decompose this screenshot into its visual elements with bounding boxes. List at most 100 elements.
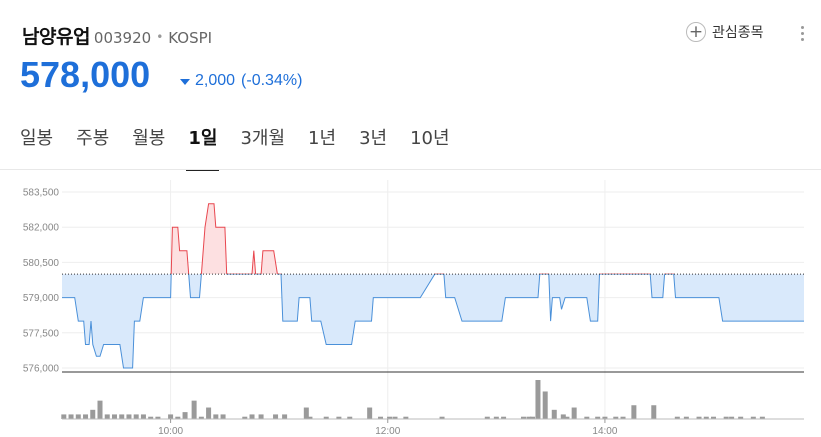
price-line-down: [62, 274, 804, 369]
volume-bar: [738, 416, 744, 419]
market-name: KOSPI: [168, 29, 213, 47]
y-tick-label: 583,500: [23, 188, 60, 199]
volume-bar: [303, 407, 309, 419]
y-tick-label: 579,000: [23, 293, 60, 304]
x-tick-label: 10:00: [158, 426, 183, 437]
volume-bar: [90, 409, 96, 419]
volume-bar: [198, 416, 204, 419]
separator-dot: •: [156, 30, 164, 44]
volume-bar: [501, 416, 507, 419]
volume-bar: [273, 414, 279, 419]
volume-bar: [439, 416, 445, 419]
volume-bar: [620, 416, 626, 419]
volume-bar: [484, 416, 490, 419]
x-tick-label: 12:00: [375, 426, 400, 437]
volume-bar: [560, 414, 566, 419]
volume-bar: [75, 414, 81, 419]
volume-bar: [61, 414, 67, 419]
stock-header: 남양유업 003920 • KOSPI: [22, 22, 213, 48]
volume-bar: [696, 416, 702, 419]
change-percent: (-0.34%): [241, 72, 303, 89]
tab-1year[interactable]: 1년: [308, 128, 337, 149]
volume-bar: [520, 416, 526, 419]
volume-bar: [242, 416, 248, 419]
add-favorite-button[interactable]: + 관심종목: [686, 22, 764, 42]
period-tabs: 일봉 주봉 월봉 1일 3개월 1년 3년 10년: [20, 124, 473, 171]
volume-bar: [119, 414, 125, 419]
y-tick-label: 582,000: [23, 223, 60, 234]
volume-bar: [571, 407, 577, 419]
volume-bar: [111, 414, 117, 419]
volume-bar: [182, 412, 188, 419]
volume-bar: [535, 380, 541, 419]
volume-bar: [750, 416, 756, 419]
tab-monthly[interactable]: 월봉: [132, 128, 166, 149]
volume-bar: [387, 416, 393, 419]
volume-bar: [336, 416, 342, 419]
volume-bar: [613, 416, 619, 419]
volume-bar: [526, 416, 532, 419]
volume-bar: [564, 416, 570, 419]
volume-bar: [584, 416, 590, 419]
down-arrow-icon: [180, 78, 190, 85]
y-tick-label: 577,500: [23, 328, 60, 339]
volume-bar: [759, 416, 765, 419]
y-tick-label: 576,000: [23, 364, 60, 375]
change-amount: 2,000: [195, 72, 236, 89]
volume-bar: [551, 409, 557, 419]
volume-bar: [133, 414, 139, 419]
volume-bar: [126, 414, 132, 419]
volume-bar: [258, 414, 264, 419]
volume-bar: [323, 416, 329, 419]
volume-bar: [602, 416, 608, 419]
volume-bar: [148, 416, 154, 419]
stock-name: 남양유업: [22, 26, 90, 48]
volume-bar: [631, 405, 637, 419]
volume-bar: [191, 400, 197, 419]
volume-bar: [595, 416, 601, 419]
tab-divider: [0, 169, 821, 170]
volume-bar: [220, 414, 226, 419]
volume-bar: [155, 416, 161, 419]
volume-bar: [83, 414, 89, 419]
price-change: 2,000 (-0.34%): [180, 72, 302, 90]
volume-bar: [651, 405, 657, 419]
volume-bar: [307, 416, 313, 419]
price-area-down: [62, 274, 804, 368]
tab-daily[interactable]: 일봉: [20, 128, 54, 149]
volume-bar: [168, 414, 174, 419]
y-tick-label: 580,500: [23, 258, 60, 269]
volume-bar: [104, 414, 110, 419]
volume-bar: [703, 416, 709, 419]
current-price: 578,000: [20, 54, 151, 95]
volume-bar: [206, 407, 212, 419]
volume-bar: [213, 414, 219, 419]
volume-bar: [729, 416, 735, 419]
volume-bar: [392, 416, 398, 419]
plus-icon: +: [686, 22, 706, 42]
tab-weekly[interactable]: 주봉: [76, 128, 110, 149]
volume-bar: [175, 416, 181, 419]
favorite-label: 관심종목: [712, 25, 764, 41]
volume-bar: [530, 416, 536, 419]
price-area-up: [62, 203, 804, 275]
volume-bar: [249, 414, 255, 419]
volume-bar: [723, 416, 729, 419]
tab-3year[interactable]: 3년: [359, 128, 388, 149]
volume-bar: [493, 416, 499, 419]
volume-bar: [282, 414, 288, 419]
volume-bar: [403, 416, 409, 419]
stock-code: 003920: [93, 29, 152, 47]
tab-1day[interactable]: 1일: [186, 124, 220, 171]
x-tick-label: 14:00: [592, 426, 617, 437]
volume-bar: [68, 414, 74, 419]
volume-bar: [140, 414, 146, 419]
volume-bar: [683, 416, 689, 419]
volume-bar: [347, 416, 353, 419]
kebab-menu-icon[interactable]: [801, 26, 805, 44]
tab-3month[interactable]: 3개월: [240, 128, 286, 149]
volume-bar: [97, 400, 103, 419]
volume-bar: [542, 391, 548, 419]
tab-10year[interactable]: 10년: [410, 128, 450, 149]
